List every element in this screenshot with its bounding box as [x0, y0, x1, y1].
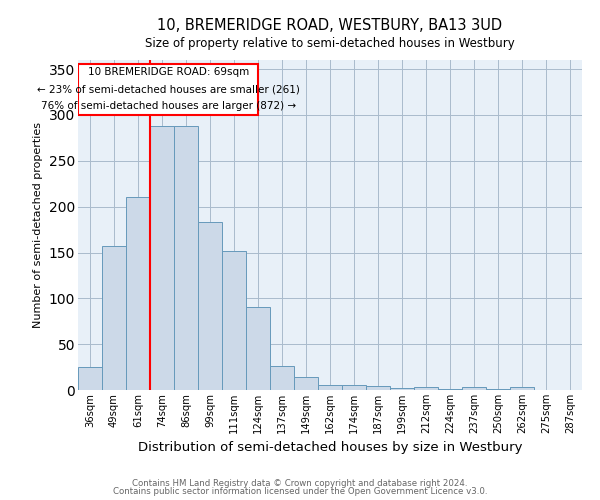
X-axis label: Distribution of semi-detached houses by size in Westbury: Distribution of semi-detached houses by … [138, 442, 522, 454]
Text: Contains public sector information licensed under the Open Government Licence v3: Contains public sector information licen… [113, 487, 487, 496]
Bar [222, 250, 246, 390]
Text: 10 BREMERIDGE ROAD: 69sqm: 10 BREMERIDGE ROAD: 69sqm [88, 67, 249, 77]
Bar [294, 377, 318, 390]
Bar [342, 386, 366, 390]
Bar [318, 384, 342, 390]
Bar [414, 387, 438, 390]
Bar [174, 126, 198, 390]
Text: Contains HM Land Registry data © Crown copyright and database right 2024.: Contains HM Land Registry data © Crown c… [132, 478, 468, 488]
Bar [246, 306, 270, 390]
Text: ← 23% of semi-detached houses are smaller (261): ← 23% of semi-detached houses are smalle… [37, 84, 299, 94]
Bar [126, 198, 150, 390]
Bar [486, 389, 510, 390]
Bar [198, 222, 222, 390]
Bar [390, 388, 414, 390]
Bar [270, 366, 294, 390]
Text: Size of property relative to semi-detached houses in Westbury: Size of property relative to semi-detach… [145, 38, 515, 51]
Bar [366, 386, 390, 390]
Bar [438, 389, 462, 390]
Bar [78, 367, 102, 390]
Text: 76% of semi-detached houses are larger (872) →: 76% of semi-detached houses are larger (… [41, 102, 296, 112]
Bar [462, 387, 486, 390]
Bar [510, 387, 534, 390]
Y-axis label: Number of semi-detached properties: Number of semi-detached properties [33, 122, 43, 328]
Bar [79, 64, 258, 115]
Text: 10, BREMERIDGE ROAD, WESTBURY, BA13 3UD: 10, BREMERIDGE ROAD, WESTBURY, BA13 3UD [157, 18, 503, 32]
Bar [150, 126, 174, 390]
Bar [102, 246, 126, 390]
